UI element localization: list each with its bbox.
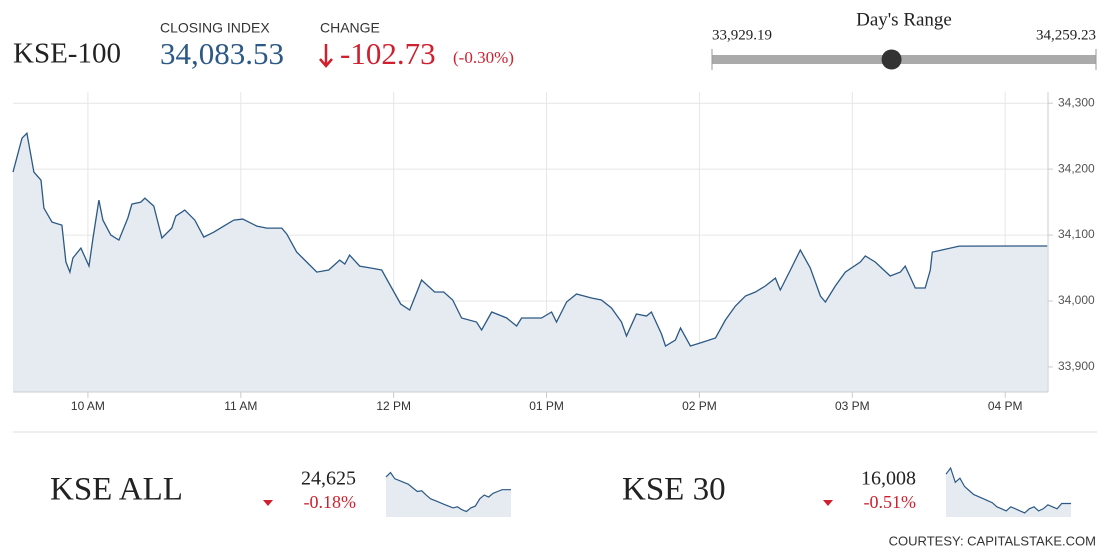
range-bar bbox=[711, 49, 1097, 70]
x-tick-label: 04 PM bbox=[988, 399, 1023, 413]
y-tick-label: 34,100 bbox=[1058, 227, 1095, 241]
area-fill bbox=[13, 133, 1048, 392]
sparkline-fill bbox=[386, 472, 511, 517]
index-name: KSE ALL bbox=[50, 472, 183, 508]
x-tick-label: 12 PM bbox=[376, 399, 411, 413]
x-tick-label: 01 PM bbox=[529, 399, 564, 413]
close-title: CLOSING INDEX bbox=[160, 20, 270, 36]
range-title: Day's Range bbox=[856, 9, 952, 30]
down-arrow bbox=[319, 44, 333, 68]
price-line bbox=[12, 131, 1048, 347]
index-value: 24,625 bbox=[301, 468, 356, 490]
y-tick-label: 34,000 bbox=[1058, 293, 1095, 307]
footer: COURTESY: CAPITALSTAKE.COM bbox=[889, 533, 1096, 548]
x-tick-label: 10 AM bbox=[71, 399, 105, 413]
x-tick-label: 11 AM bbox=[224, 399, 257, 413]
sparkline bbox=[945, 466, 1071, 514]
change-title: CHANGE bbox=[320, 20, 380, 36]
down-icon bbox=[263, 500, 273, 506]
index-value: 16,008 bbox=[861, 468, 916, 490]
change-percent: (-0.30%) bbox=[453, 48, 514, 67]
index-change: -0.51% bbox=[864, 492, 917, 512]
down-icon bbox=[823, 500, 833, 506]
index-name: KSE-100 bbox=[13, 38, 121, 70]
range-low: 33,929.19 bbox=[712, 27, 772, 43]
index-change: -0.18% bbox=[304, 492, 357, 512]
close-value: 34,083.53 bbox=[160, 36, 284, 71]
range-marker bbox=[881, 49, 902, 70]
y-tick-label: 34,200 bbox=[1058, 161, 1095, 175]
sparkline bbox=[385, 471, 511, 513]
x-tick-label: 02 PM bbox=[682, 399, 717, 413]
change-value: -102.73 bbox=[340, 36, 436, 71]
y-tick-label: 33,900 bbox=[1058, 359, 1095, 373]
range-high: 34,259.23 bbox=[1036, 27, 1096, 43]
sparkline-fill bbox=[946, 468, 1071, 517]
y-tick-label: 34,300 bbox=[1058, 95, 1095, 109]
index-name: KSE 30 bbox=[622, 472, 726, 508]
x-tick-label: 03 PM bbox=[835, 399, 870, 413]
